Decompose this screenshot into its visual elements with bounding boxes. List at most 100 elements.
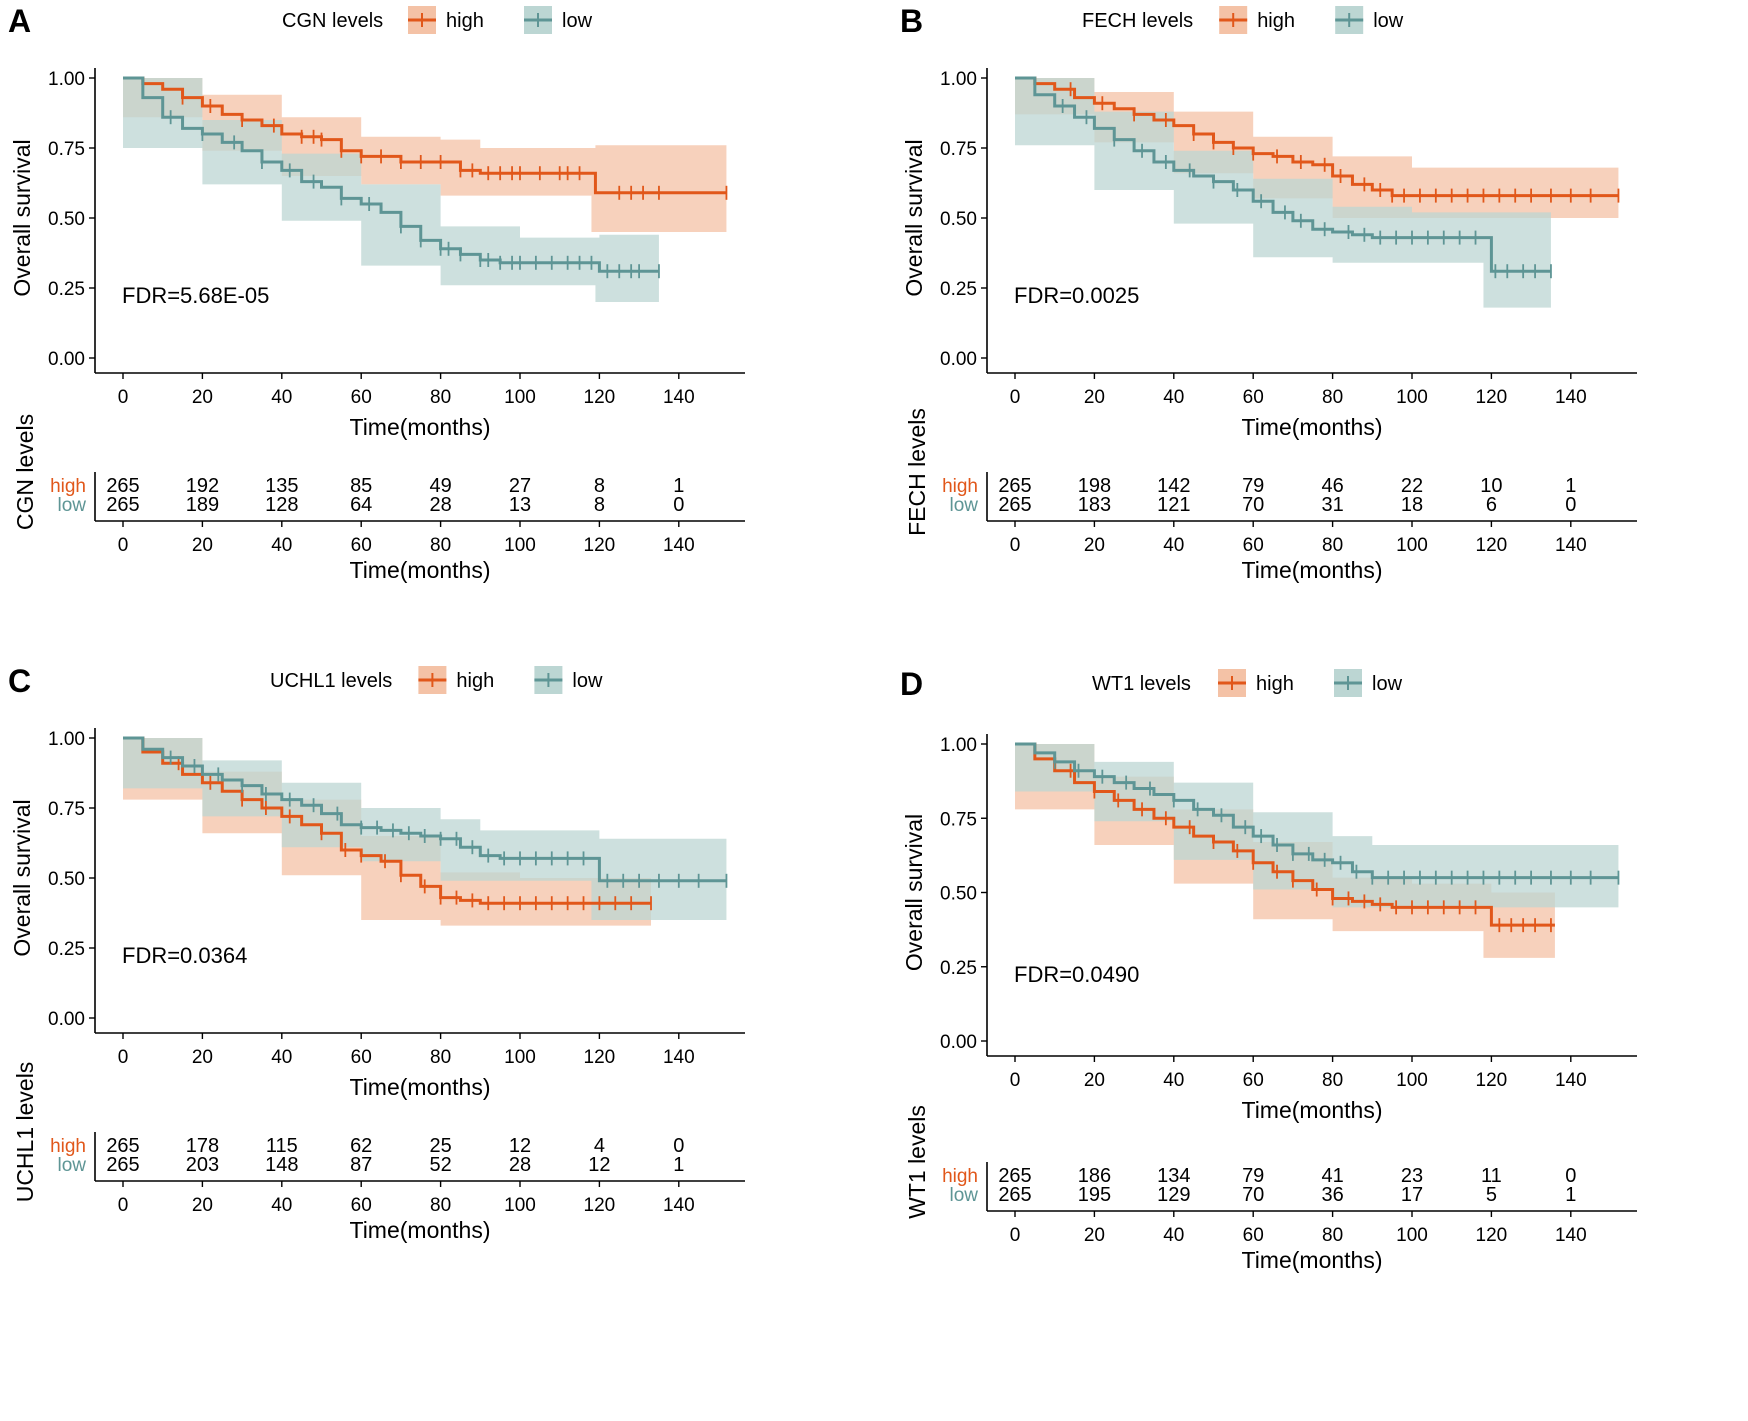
fdr-label: FDR=0.0490 [1014, 962, 1139, 987]
panel-letter: C [8, 663, 31, 699]
risk-count-low: 203 [186, 1154, 219, 1176]
risk-x-tick-label: 120 [1476, 535, 1508, 556]
y-tick-label: 1.00 [48, 729, 85, 750]
ci-band-low [123, 78, 659, 302]
x-tick-label: 60 [351, 1047, 372, 1068]
legend-item-high: high [408, 6, 484, 34]
y-tick-label: 0.25 [48, 279, 85, 300]
x-tick-label: 0 [1010, 1070, 1021, 1091]
legend-item-high: high [1219, 6, 1295, 34]
risk-count-low: 265 [106, 1154, 139, 1176]
legend-label-high: high [446, 10, 484, 32]
risk-x-tick-label: 40 [1163, 535, 1184, 556]
legend-item-low: low [534, 666, 603, 694]
risk-count-high: 0 [673, 1135, 684, 1157]
risk-count-low: 189 [186, 494, 219, 516]
risk-x-tick-label: 140 [663, 535, 695, 556]
x-tick-label: 80 [430, 1047, 451, 1068]
x-tick-label: 60 [1243, 387, 1264, 408]
x-tick-label: 40 [271, 387, 292, 408]
risk-count-high: 27 [509, 475, 531, 497]
risk-count-low: 0 [1565, 494, 1576, 516]
y-axis-title: Overall survival [9, 799, 35, 956]
legend-item-low: low [524, 6, 593, 34]
risk-count-low: 52 [429, 1154, 451, 1176]
risk-x-axis-title: Time(months) [1242, 1247, 1383, 1273]
risk-count-high: 1 [1565, 475, 1576, 497]
x-tick-label: 140 [1555, 387, 1587, 408]
risk-x-axis-title: Time(months) [1242, 557, 1383, 583]
x-tick-label: 60 [351, 387, 372, 408]
risk-x-tick-label: 80 [1322, 535, 1343, 556]
legend-item-low: low [1335, 6, 1404, 34]
risk-row-label-high: high [50, 1136, 86, 1157]
y-tick-label: 0.50 [940, 209, 977, 230]
x-tick-label: 20 [192, 387, 213, 408]
risk-x-tick-label: 120 [584, 535, 616, 556]
risk-count-high: 23 [1401, 1165, 1423, 1187]
risk-count-high: 265 [106, 475, 139, 497]
legend-label-low: low [562, 10, 593, 32]
risk-row-label-low: low [57, 495, 86, 516]
risk-x-tick-label: 100 [504, 1195, 536, 1216]
risk-x-tick-label: 0 [118, 1195, 129, 1216]
risk-count-high: 79 [1242, 1165, 1264, 1187]
x-axis-title: Time(months) [1242, 1097, 1383, 1123]
legend-title: CGN levels [282, 10, 383, 32]
risk-count-low: 31 [1321, 494, 1343, 516]
risk-table-title: FECH levels [904, 408, 930, 536]
y-axis-title: Overall survival [901, 139, 927, 296]
risk-count-high: 198 [1078, 475, 1111, 497]
x-tick-label: 20 [192, 1047, 213, 1068]
risk-x-tick-label: 20 [1084, 535, 1105, 556]
risk-count-low: 64 [350, 494, 372, 516]
x-tick-label: 20 [1084, 1070, 1105, 1091]
risk-count-low: 5 [1486, 1184, 1497, 1206]
risk-x-tick-label: 100 [504, 535, 536, 556]
risk-row-label-low: low [949, 1185, 978, 1206]
risk-count-high: 22 [1401, 475, 1423, 497]
x-tick-label: 120 [1476, 387, 1508, 408]
x-tick-label: 100 [1396, 387, 1428, 408]
y-tick-label: 0.00 [940, 349, 977, 370]
y-tick-label: 0.00 [940, 1032, 977, 1053]
risk-x-tick-label: 100 [1396, 1225, 1428, 1246]
risk-count-high: 85 [350, 475, 372, 497]
risk-x-tick-label: 40 [271, 535, 292, 556]
x-tick-label: 0 [1010, 387, 1021, 408]
risk-count-high: 8 [594, 475, 605, 497]
risk-count-low: 121 [1157, 494, 1190, 516]
risk-x-tick-label: 120 [1476, 1225, 1508, 1246]
x-tick-label: 140 [663, 387, 695, 408]
y-tick-label: 0.75 [48, 139, 85, 160]
risk-count-low: 1 [673, 1154, 684, 1176]
y-tick-label: 0.75 [940, 139, 977, 160]
risk-count-low: 0 [673, 494, 684, 516]
risk-row-label-high: high [50, 476, 86, 497]
risk-count-high: 192 [186, 475, 219, 497]
risk-table-title: CGN levels [12, 414, 38, 530]
x-axis-title: Time(months) [350, 414, 491, 440]
legend: FECH levels high low [1082, 6, 1404, 34]
risk-x-tick-label: 60 [351, 535, 372, 556]
y-tick-label: 0.50 [48, 869, 85, 890]
risk-count-low: 18 [1401, 494, 1423, 516]
risk-count-high: 11 [1481, 1165, 1502, 1187]
legend: CGN levels high low [282, 6, 593, 34]
risk-x-tick-label: 140 [663, 1195, 695, 1216]
legend-label-low: low [1373, 10, 1404, 32]
risk-count-low: 28 [429, 494, 451, 516]
risk-count-high: 1 [673, 475, 684, 497]
risk-count-low: 183 [1078, 494, 1111, 516]
y-axis-title: Overall survival [9, 139, 35, 296]
risk-x-tick-label: 0 [1010, 1225, 1021, 1246]
risk-x-tick-label: 40 [1163, 1225, 1184, 1246]
risk-count-low: 265 [998, 1184, 1031, 1206]
y-axis-title: Overall survival [901, 814, 927, 971]
survival-curve-low [1015, 742, 1619, 880]
risk-x-tick-label: 60 [1243, 535, 1264, 556]
risk-count-high: 115 [266, 1135, 298, 1157]
